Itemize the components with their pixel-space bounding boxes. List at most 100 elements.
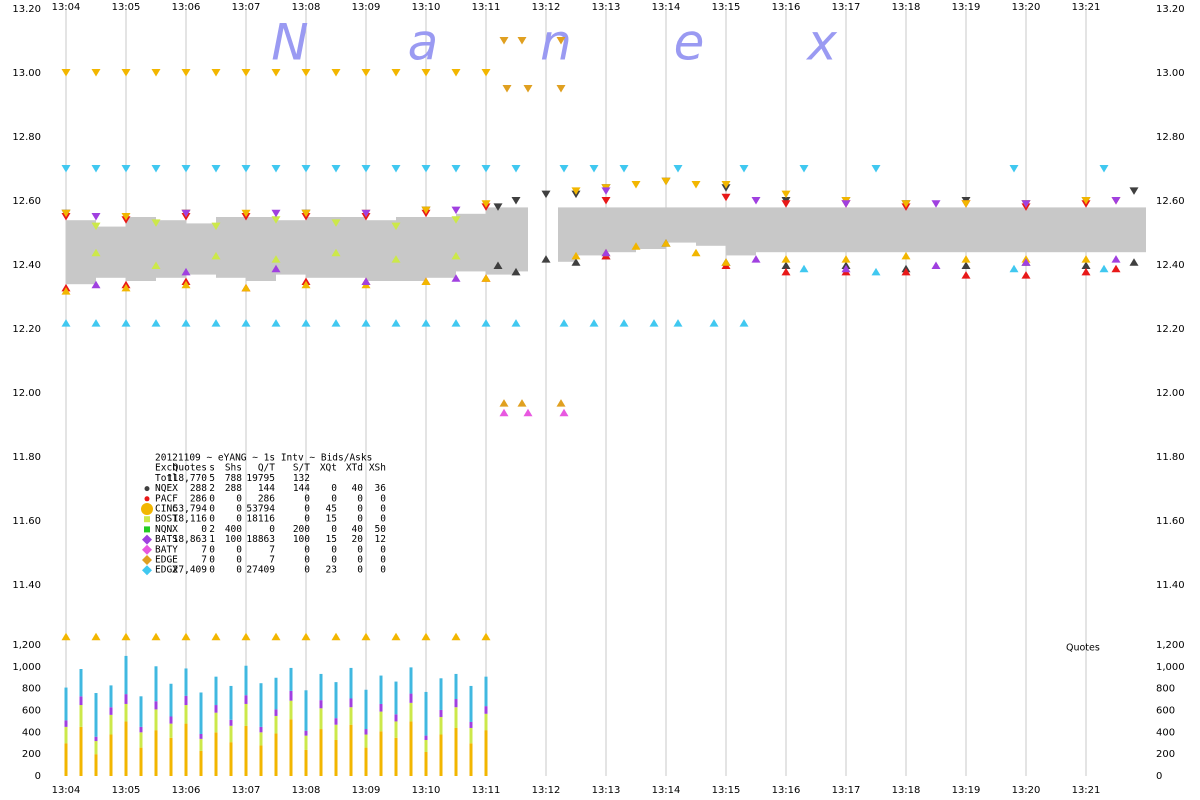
quote-bar — [484, 730, 488, 776]
table-cell: 53,794 — [173, 504, 208, 515]
nbbo-band — [456, 213, 486, 272]
quote-bar — [319, 673, 323, 701]
ask-marker — [91, 69, 101, 77]
bid-marker — [1081, 261, 1091, 269]
bid-marker — [661, 239, 671, 247]
nbbo-band — [246, 217, 276, 281]
bid-marker — [361, 319, 371, 327]
table-cell: 288 — [225, 483, 242, 494]
ask-marker — [511, 197, 521, 205]
quote-bar — [394, 714, 398, 722]
table-title: 20121109 ~ eYANG ~ 1s Intv ~ Bids/Asks — [155, 453, 372, 464]
ask-marker — [121, 213, 131, 221]
bid-marker — [151, 261, 161, 269]
quote-bar — [289, 719, 293, 776]
y-tick-label: 800 — [22, 684, 41, 695]
quote-bar — [319, 729, 323, 776]
y-tick-label: 12.60 — [1156, 196, 1185, 207]
x-tick-label: 13:14 — [652, 785, 681, 796]
ask-marker — [271, 216, 281, 224]
quote-bar — [469, 685, 473, 722]
ask-marker — [691, 181, 701, 189]
x-tick-label: 13:08 — [292, 785, 321, 796]
bid-marker — [673, 319, 683, 327]
table-cell: 0 — [331, 555, 337, 566]
quote-bar — [199, 738, 203, 751]
bid-marker — [1111, 255, 1121, 263]
x-tick-label: 13:16 — [772, 2, 801, 13]
x-tick-label: 13:15 — [712, 2, 741, 13]
bid-marker — [649, 319, 659, 327]
ask-marker — [61, 165, 71, 173]
bid-marker — [91, 632, 101, 641]
bid-marker — [271, 319, 281, 327]
table-cell: 0 — [209, 493, 215, 504]
quote-bar — [349, 724, 353, 776]
bid-marker — [301, 280, 311, 289]
x-tick-label: 13:20 — [1012, 2, 1041, 13]
ask-marker — [361, 69, 371, 77]
quote-bar — [124, 721, 128, 776]
table-cell: 0 — [236, 555, 242, 566]
ask-marker — [556, 37, 566, 45]
ask-marker — [151, 165, 161, 173]
table-cell: 0 — [269, 524, 275, 535]
quote-bar — [259, 683, 263, 727]
nbbo-band — [156, 220, 186, 278]
y-tick-label: 800 — [1156, 684, 1175, 695]
bid-marker — [601, 248, 611, 257]
nbbo-band — [336, 217, 366, 278]
quote-bar — [169, 737, 173, 776]
x-tick-label: 13:12 — [532, 2, 561, 13]
quote-bar — [64, 687, 68, 721]
table-cell: 53794 — [246, 504, 275, 515]
quote-bar — [79, 705, 83, 727]
quote-bar — [169, 716, 173, 724]
quote-bar — [274, 733, 278, 776]
bid-marker — [631, 242, 641, 250]
quote-bar — [94, 741, 98, 755]
table-header: Exch — [155, 463, 178, 474]
ask-marker — [151, 219, 161, 227]
legend-label: PACF — [155, 493, 178, 504]
bid-marker — [421, 277, 431, 285]
ask-marker — [391, 165, 401, 173]
table-cell: 7 — [269, 544, 275, 555]
bid-marker — [211, 251, 221, 260]
table-cell: 118,770 — [167, 473, 207, 484]
y-tick-label: 12.80 — [12, 132, 41, 143]
table-cell: 19795 — [246, 473, 275, 484]
ask-marker — [181, 69, 191, 77]
table-header: XSh — [369, 463, 386, 474]
nbbo-band — [1026, 207, 1086, 253]
table-cell: 0 — [304, 504, 310, 515]
quote-bar — [334, 718, 338, 725]
nbbo-band — [696, 207, 726, 246]
bid-marker — [961, 261, 971, 269]
ask-marker — [181, 165, 191, 173]
quote-bar — [259, 726, 263, 733]
bid-marker — [481, 319, 491, 327]
legend-marker — [144, 516, 150, 523]
x-tick-label: 13:11 — [472, 785, 501, 796]
ask-marker — [241, 209, 251, 218]
ask-marker — [91, 165, 101, 173]
x-tick-label: 13:09 — [352, 785, 381, 796]
table-cell: 27,409 — [173, 565, 208, 576]
quote-bar — [289, 667, 293, 691]
x-tick-label: 13:21 — [1072, 2, 1101, 13]
ask-marker — [1099, 165, 1109, 173]
x-tick-label: 13:16 — [772, 785, 801, 796]
ask-marker — [511, 165, 521, 173]
watermark-letter: a — [408, 14, 439, 72]
table-cell: 27409 — [246, 565, 275, 576]
quote-bar — [454, 673, 458, 700]
y-tick-label: 11.40 — [1156, 580, 1185, 591]
legend-marker — [144, 526, 150, 533]
y-tick-label: 1,000 — [12, 662, 41, 673]
x-tick-label: 13:18 — [892, 785, 921, 796]
legend-label: EDGE — [155, 555, 178, 566]
quote-bar — [184, 705, 188, 724]
ask-marker — [1009, 165, 1019, 173]
y-tick-label: 1,000 — [1156, 662, 1185, 673]
